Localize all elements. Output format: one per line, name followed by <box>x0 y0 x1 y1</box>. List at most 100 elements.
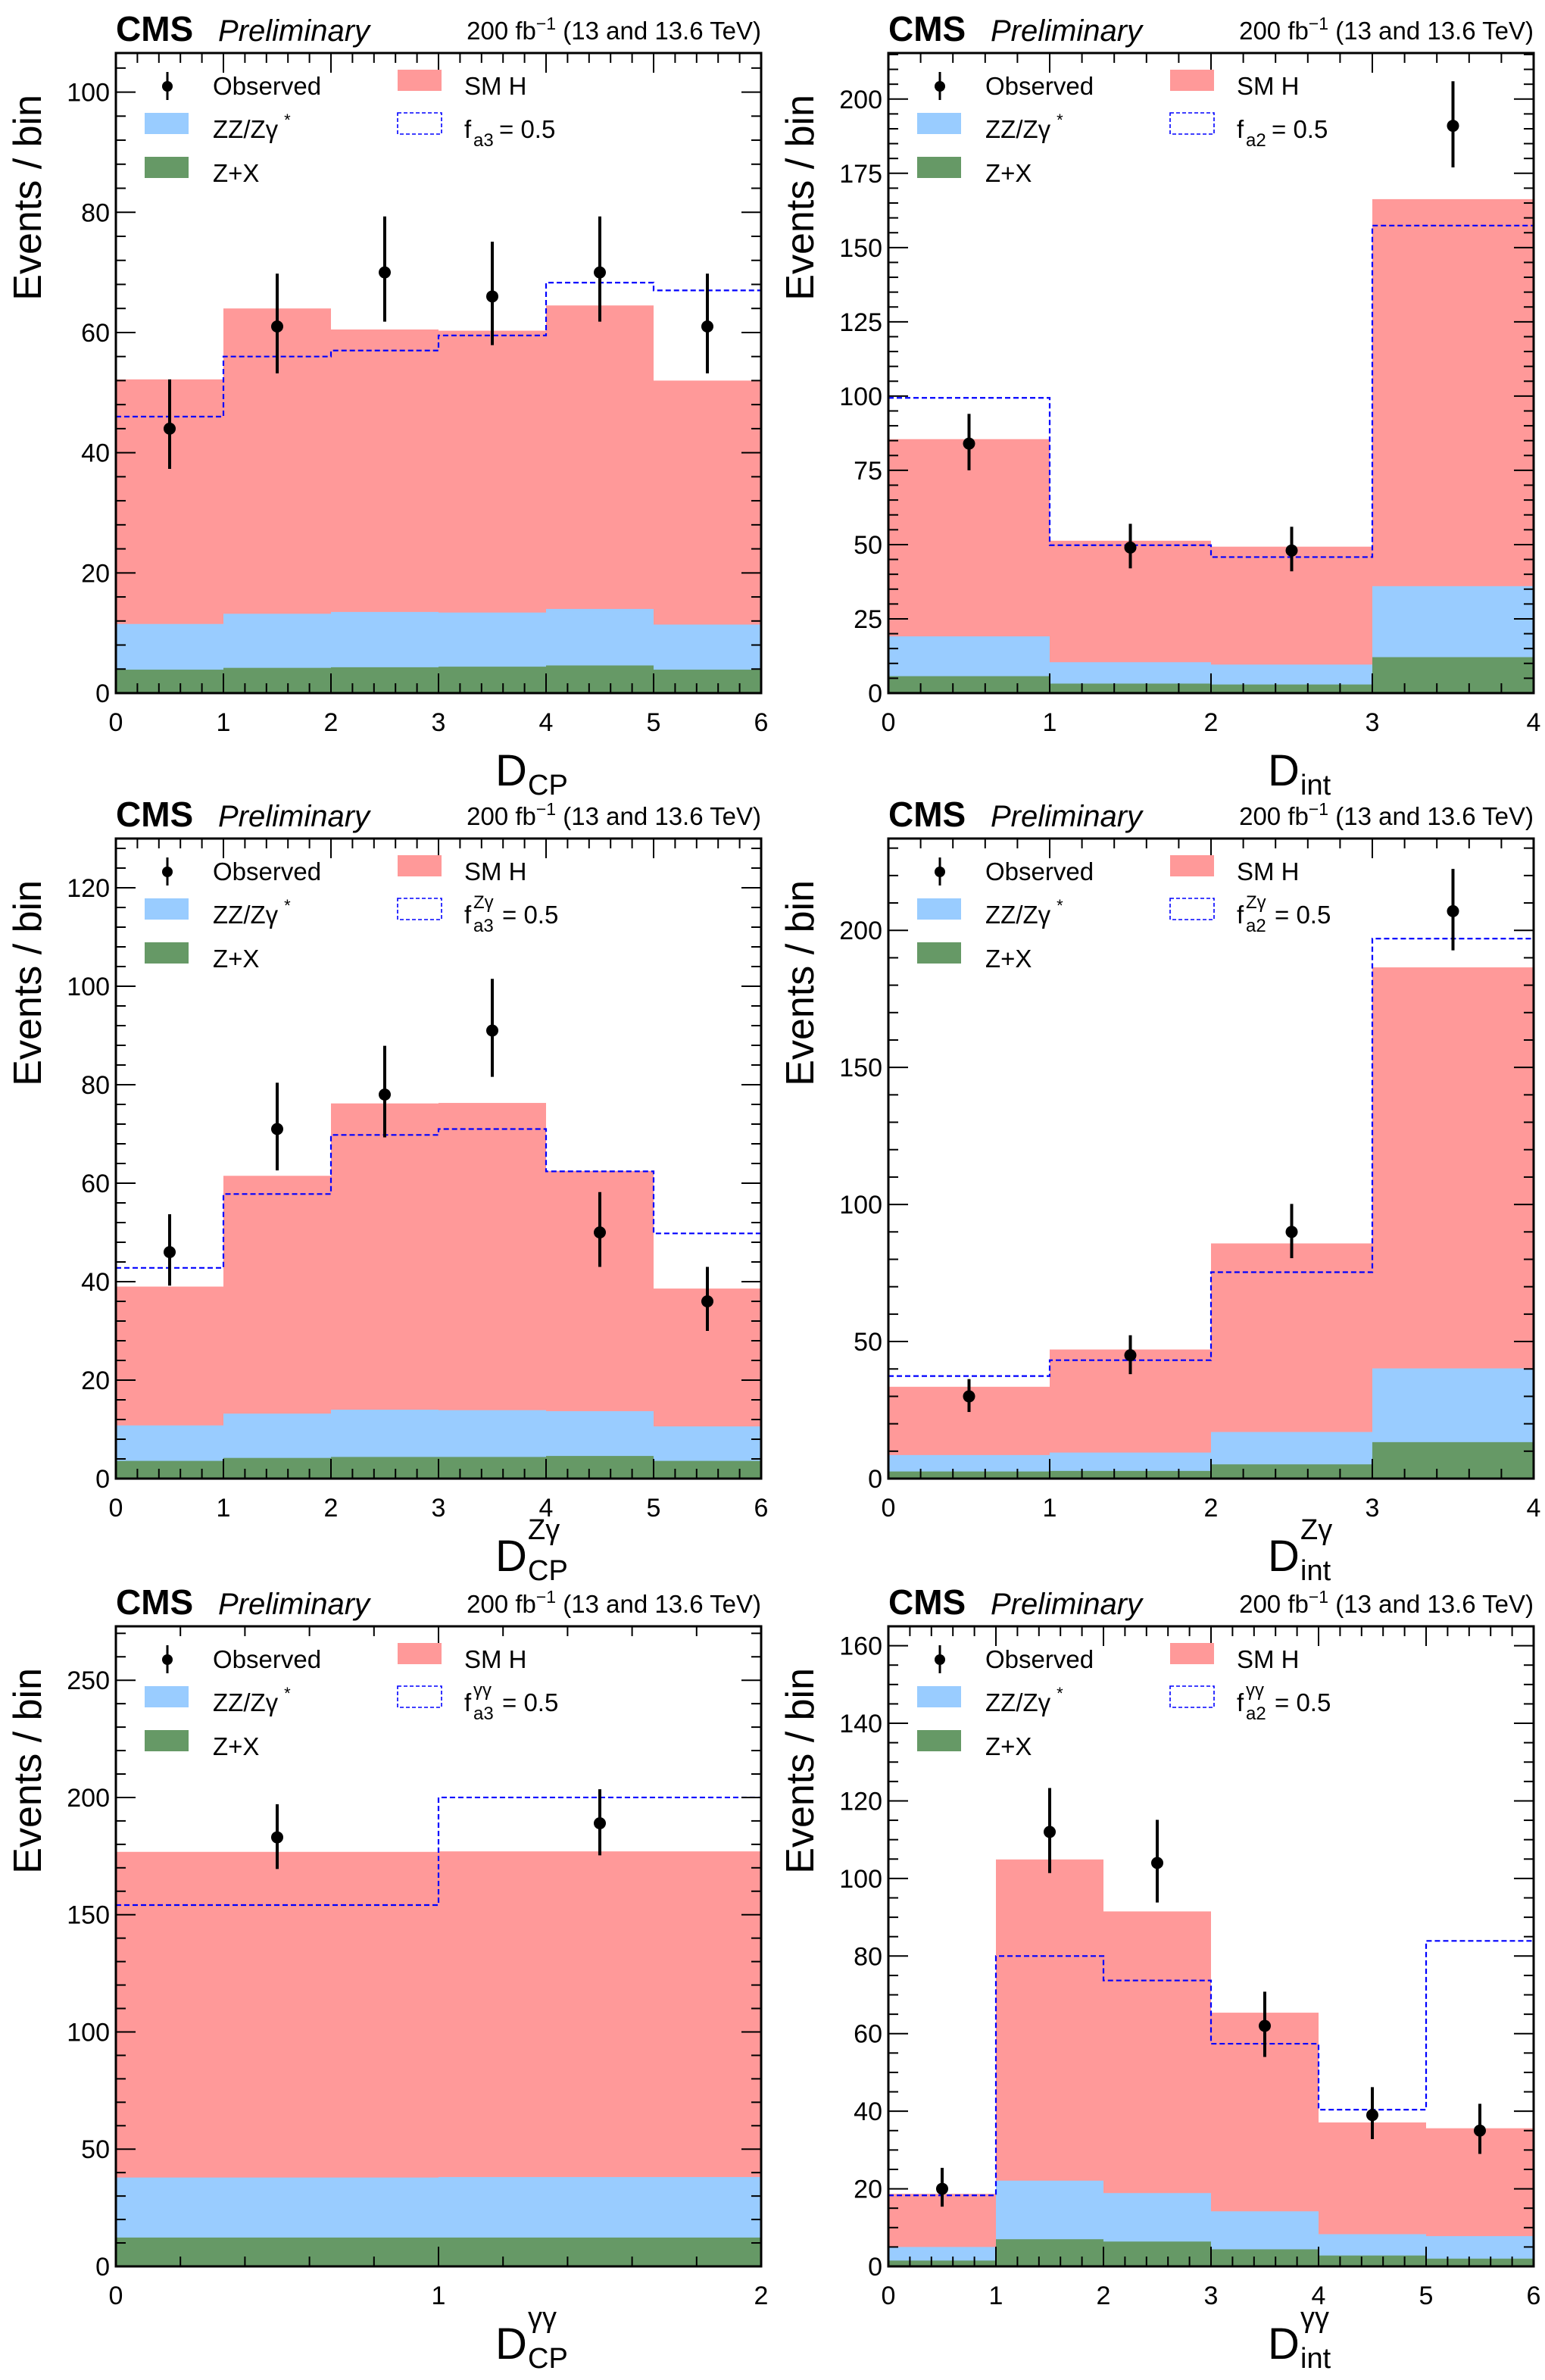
legend-smh-label: SM H <box>464 1645 527 1673</box>
y-tick-label: 60 <box>81 319 110 348</box>
observed-point <box>1151 1857 1163 1869</box>
x-axis-label-subscript: CP <box>528 1555 568 1587</box>
cms-label: CMS <box>116 795 193 834</box>
observed-point <box>486 1024 498 1037</box>
x-tick-label: 3 <box>1366 708 1380 737</box>
y-tick-label: 100 <box>839 383 882 411</box>
alt-hypothesis-line <box>888 1940 1534 2197</box>
observed-point <box>701 320 713 333</box>
preliminary-label: Preliminary <box>991 800 1144 833</box>
x-tick-label: 4 <box>539 1494 554 1523</box>
y-tick-label: 140 <box>839 1710 882 1738</box>
observed-point <box>1259 2019 1271 2032</box>
y-tick-label: 200 <box>839 917 882 945</box>
x-tick-label: 2 <box>324 1494 339 1523</box>
legend-alt-swatch <box>397 1685 442 1708</box>
legend-smh-swatch <box>398 1643 442 1664</box>
x-tick-label: 0 <box>109 708 123 737</box>
legend-smh-label: SM H <box>464 72 527 100</box>
observed-point <box>963 1390 975 1403</box>
x-axis-label-superscript: γγ <box>1300 2302 1329 2334</box>
y-tick-label: 100 <box>839 1865 882 1894</box>
bar-zx <box>331 1457 439 1479</box>
observed-point <box>963 437 975 450</box>
legend: Observed ZZ/Zγ * Z+X SM H f Zγ a2 = 0.5 <box>917 855 1331 973</box>
bar-zx <box>1211 684 1372 693</box>
y-tick-label: 175 <box>839 160 882 189</box>
panel-2: 0 1 2 3 4 0 25 50 75 100 125 150 175 200 Events / bin D… <box>779 9 1540 801</box>
cms-label: CMS <box>116 1582 193 1622</box>
x-axis-label: D <box>1268 2319 1300 2369</box>
legend-alt-subscript: a2 <box>1246 916 1266 936</box>
legend-smh-swatch <box>398 855 442 876</box>
y-tick-label: 40 <box>81 439 110 468</box>
observed-point <box>271 1123 283 1135</box>
y-tick-label: 100 <box>67 973 110 1001</box>
x-axis-label-subscript: CP <box>528 2343 568 2375</box>
bar-zx <box>1103 2241 1211 2266</box>
observed-point <box>1474 2124 1486 2137</box>
bar-zx <box>116 2237 439 2266</box>
observed-point <box>701 1295 713 1307</box>
x-axis-label-subscript: CP <box>528 770 568 801</box>
observed-point <box>1044 1826 1056 1838</box>
legend-observed-marker <box>935 81 945 92</box>
y-tick-label: 250 <box>67 1666 110 1695</box>
x-tick-label: 5 <box>1419 2282 1434 2310</box>
x-axis-label: D <box>495 1532 527 1581</box>
bar-zx <box>116 670 223 693</box>
x-tick-label: 2 <box>324 708 339 737</box>
y-tick-label: 120 <box>839 1787 882 1816</box>
legend-smh-swatch <box>1170 855 1214 876</box>
legend: Observed ZZ/Zγ * Z+X SM H f γγ a3 = 0.5 <box>145 1643 558 1760</box>
y-tick-label: 80 <box>854 1942 882 1971</box>
legend-zz-label: ZZ/Zγ * <box>985 896 1063 929</box>
x-tick-label: 1 <box>1043 1494 1057 1523</box>
x-tick-label: 5 <box>647 1494 661 1523</box>
y-tick-label: 100 <box>67 2018 110 2047</box>
x-axis-label: D <box>495 746 527 795</box>
x-axis-label-superscript: Zγ <box>528 1514 560 1546</box>
legend-smh-label: SM H <box>1237 857 1300 885</box>
x-axis-label-superscript: γγ <box>528 2302 557 2334</box>
legend-zx-swatch <box>917 942 961 964</box>
alt-hypothesis-line <box>116 1128 761 1269</box>
x-axis-label-superscript: Zγ <box>1300 1514 1332 1546</box>
lumi-label: 200 fb−1 (13 and 13.6 TeV) <box>1239 14 1534 45</box>
x-tick-label: 0 <box>882 1494 896 1523</box>
y-tick-label: 50 <box>854 1328 882 1357</box>
y-tick-label: 125 <box>839 308 882 337</box>
legend-zx-swatch <box>917 157 961 178</box>
legend: Observed ZZ/Zγ * Z+X SM H f Zγ a3 = 0.5 <box>145 855 558 973</box>
x-tick-label: 4 <box>539 708 554 737</box>
y-axis-label: Events / bin <box>6 880 50 1086</box>
alt-hypothesis-line <box>888 224 1534 558</box>
y-axis-label: Events / bin <box>6 95 50 301</box>
y-axis-label: Events / bin <box>6 1668 50 1874</box>
bar-zx <box>888 676 1050 693</box>
legend-alt-label: f <box>1237 115 1244 143</box>
legend-alt-label: f <box>464 115 472 143</box>
legend-alt-superscript: γγ <box>473 1680 492 1701</box>
legend-zz-swatch <box>917 1686 961 1707</box>
legend: Observed ZZ/Zγ * Z+X SM H f γγ a2 = 0.5 <box>917 1643 1331 1760</box>
y-tick-label: 0 <box>868 679 882 708</box>
x-tick-label: 2 <box>754 2282 769 2310</box>
x-axis-label-subscript: int <box>1300 1555 1331 1587</box>
x-tick-label: 2 <box>1204 708 1219 737</box>
y-tick-label: 0 <box>868 2253 882 2282</box>
legend-zz-swatch <box>145 1686 189 1707</box>
legend-alt-value: = 0.5 <box>1275 1688 1331 1716</box>
y-axis-label: Events / bin <box>779 95 822 301</box>
legend-alt-value: = 0.5 <box>502 901 558 929</box>
observed-point <box>164 422 176 435</box>
x-tick-label: 5 <box>647 708 661 737</box>
x-tick-label: 3 <box>1366 1494 1380 1523</box>
y-tick-label: 20 <box>854 2175 882 2204</box>
legend-observed-marker <box>162 1654 173 1665</box>
bar-zx <box>996 2239 1103 2266</box>
x-tick-label: 1 <box>432 2282 446 2310</box>
y-tick-label: 40 <box>81 1268 110 1297</box>
y-tick-label: 0 <box>95 1465 110 1494</box>
